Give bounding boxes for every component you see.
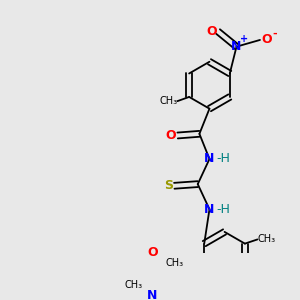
Text: N: N bbox=[147, 289, 158, 300]
Text: N: N bbox=[204, 203, 215, 216]
Text: N: N bbox=[231, 40, 242, 53]
Text: O: O bbox=[147, 245, 158, 259]
Text: +: + bbox=[240, 34, 248, 44]
Text: -H: -H bbox=[216, 152, 230, 166]
Text: O: O bbox=[166, 129, 176, 142]
Text: -H: -H bbox=[216, 203, 230, 216]
Text: N: N bbox=[204, 152, 215, 166]
Text: CH₃: CH₃ bbox=[258, 234, 276, 244]
Text: CH₃: CH₃ bbox=[165, 258, 184, 268]
Text: -: - bbox=[273, 28, 278, 38]
Text: O: O bbox=[261, 33, 272, 46]
Text: S: S bbox=[164, 179, 173, 192]
Text: CH₃: CH₃ bbox=[160, 96, 178, 106]
Text: O: O bbox=[206, 25, 217, 38]
Text: CH₃: CH₃ bbox=[124, 280, 142, 290]
